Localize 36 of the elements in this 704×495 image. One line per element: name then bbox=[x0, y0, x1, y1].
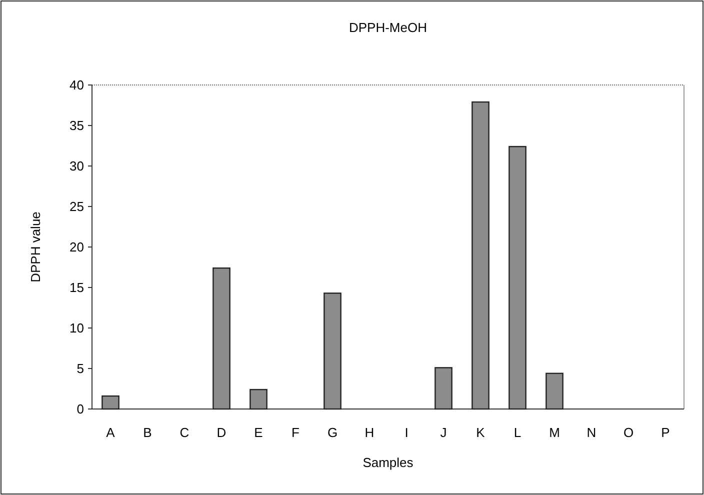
x-tick-label: E bbox=[254, 425, 264, 440]
x-tick-label: C bbox=[180, 425, 190, 440]
x-tick-label: L bbox=[514, 425, 522, 440]
x-tick-label: F bbox=[292, 425, 300, 440]
x-tick-label: M bbox=[549, 425, 560, 440]
x-tick-label: O bbox=[623, 425, 634, 440]
x-tick-label: H bbox=[364, 425, 374, 440]
x-axis-title: Samples bbox=[362, 455, 414, 470]
bar bbox=[434, 367, 452, 410]
y-tick-label: 25 bbox=[70, 199, 84, 214]
y-tick-label: 20 bbox=[70, 240, 84, 255]
y-tick-label: 5 bbox=[76, 361, 84, 376]
x-tick-label: P bbox=[661, 425, 670, 440]
x-tick-label: N bbox=[586, 425, 596, 440]
y-tick-label: 40 bbox=[70, 78, 84, 93]
y-axis-title: DPPH value bbox=[28, 212, 43, 282]
bar bbox=[546, 372, 564, 410]
bar bbox=[250, 388, 268, 410]
y-tick-label: 30 bbox=[70, 158, 84, 174]
x-tick-label: I bbox=[404, 425, 408, 440]
x-tick-label: B bbox=[143, 425, 152, 440]
y-tick-label: 10 bbox=[70, 320, 84, 336]
x-tick-label: D bbox=[216, 425, 226, 440]
chart-title: DPPH-MeOH bbox=[348, 20, 428, 35]
bar bbox=[324, 292, 342, 410]
bar bbox=[102, 395, 120, 410]
y-tick-label: 15 bbox=[70, 280, 84, 296]
x-tick-label: G bbox=[327, 425, 338, 440]
y-tick-label: 0 bbox=[76, 402, 84, 417]
x-tick-label: J bbox=[440, 425, 447, 440]
bar bbox=[212, 267, 230, 410]
y-tick-label: 35 bbox=[70, 118, 84, 134]
x-tick-label: K bbox=[476, 425, 486, 440]
bar bbox=[472, 101, 490, 410]
bar bbox=[508, 146, 526, 410]
x-tick-label: A bbox=[106, 425, 116, 440]
